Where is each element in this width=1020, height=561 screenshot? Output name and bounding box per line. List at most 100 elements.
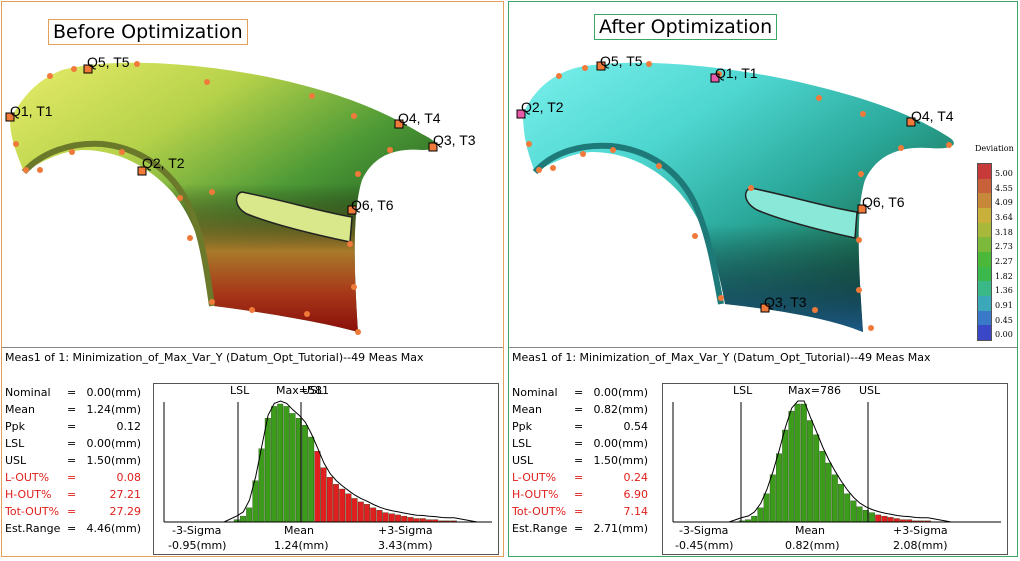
mean-label: Mean — [795, 524, 825, 537]
mean-label: Mean — [284, 524, 314, 537]
legend-swatch — [978, 222, 991, 238]
histogram-bar — [844, 493, 851, 523]
stat-row: Tot-OUT% = 7.14 — [512, 505, 648, 518]
legend-swatch — [978, 325, 991, 341]
histogram-bar — [407, 517, 414, 523]
deviation-color-legend: Deviation 5.00 4.55 4.09 3.64 3.18 2.73 2.27 1.… — [975, 144, 1019, 344]
normal-curve — [223, 400, 478, 523]
stat-row: Tot-OUT% = 27.29 — [5, 505, 141, 518]
legend-label: 2.27 — [995, 257, 1013, 266]
histogram-bar — [364, 504, 370, 523]
histogram-bar — [326, 477, 333, 523]
legend-label: 2.73 — [995, 242, 1013, 252]
stat-row: H-OUT% = 6.90 — [512, 488, 648, 501]
legend-label: 1.36 — [995, 286, 1013, 296]
wheel-arch-edge — [21, 140, 215, 307]
datum-points — [516, 61, 916, 313]
histogram-bar — [413, 518, 420, 523]
wheel-arch-edge — [532, 142, 724, 305]
stat-row: Est.Range = 4.46(mm) — [5, 522, 141, 535]
histogram-bar — [388, 513, 395, 523]
histogram-bar — [370, 507, 377, 523]
stat-row: LSL = 0.00(mm) — [5, 437, 141, 450]
histogram-bar — [757, 507, 764, 523]
fender-vent — [235, 191, 353, 243]
histogram-bar — [308, 436, 315, 523]
datum-label: Q4, T4 — [911, 108, 954, 124]
histogram-bar — [314, 451, 321, 523]
histogram-bar — [819, 451, 826, 523]
histogram-bar — [246, 507, 253, 523]
stat-row: Nominal = 0.00(mm) — [512, 386, 648, 399]
max-label: Max=786 — [788, 384, 841, 397]
histogram-bar — [258, 448, 265, 523]
before-fender-model-view: Q1, T1 Q2, T2 Q4, T4 Q3, T3 Q5, T5 Q6, T… — [5, 54, 476, 335]
lsl-label: LSL — [733, 384, 753, 397]
histogram-bar — [763, 493, 770, 523]
histogram-bar — [345, 493, 352, 523]
measurement-header: Meas1 of 1: Minimization_of_Max_Var_Y (D… — [512, 351, 931, 364]
histogram-chart: LSL Max=786 USL -3-Sigma Mean +3-Sigma -… — [662, 383, 1008, 555]
histogram-bar — [357, 501, 364, 523]
legend-swatch — [978, 178, 991, 194]
histogram-bar — [376, 510, 383, 523]
histogram-bar — [333, 484, 339, 523]
stat-row: LSL = 0.00(mm) — [512, 437, 648, 450]
histogram-bar — [302, 425, 308, 523]
histogram-bar — [800, 403, 807, 523]
histogram-chart: LSL Max=581 USL -3-Sigma Mean +3-Sigma -… — [153, 383, 499, 555]
fender-vent — [744, 187, 858, 239]
after-optimization-panel: Q5, T5 Q1, T1 Q2, T2 Q4, T4 Q6, T6 Q3, T… — [508, 1, 1018, 557]
minus-3-sigma-label: -3-Sigma — [679, 524, 728, 537]
histogram-bar — [264, 418, 271, 523]
histogram-svg: LSL Max=581 USL -3-Sigma Mean +3-Sigma -… — [163, 384, 492, 552]
histogram-bar — [277, 403, 284, 523]
datum-label: Q6, T6 — [862, 194, 905, 210]
usl-label: USL — [859, 384, 881, 397]
histogram-bar — [881, 515, 888, 523]
histogram-bar — [794, 403, 801, 523]
stat-row: L-OUT% = 0.24 — [512, 471, 648, 484]
histogram-bar — [339, 488, 346, 523]
datum-label: Q1, T1 — [10, 103, 53, 119]
histogram-bar — [813, 434, 820, 523]
legend-label: 3.18 — [995, 227, 1013, 237]
legend-label: 5.00 — [995, 169, 1013, 178]
stat-row: Mean = 0.82(mm) — [512, 403, 648, 416]
histogram-bar — [382, 512, 389, 523]
histogram-bar — [788, 410, 795, 523]
plus-3-sigma-label: +3-Sigma — [893, 524, 948, 537]
histogram-svg: LSL Max=786 USL -3-Sigma Mean +3-Sigma -… — [672, 384, 1001, 552]
legend-label: 0.00 — [995, 330, 1013, 340]
histogram-bar — [283, 406, 290, 523]
histogram-bar — [875, 514, 882, 523]
legend-swatch — [978, 296, 991, 312]
histogram-bar — [395, 514, 401, 523]
histogram-bar — [893, 518, 900, 523]
histogram-bar — [751, 515, 758, 523]
plus-3-sigma-value: 3.43(mm) — [378, 539, 433, 552]
minus-3-sigma-value: -0.95(mm) — [168, 539, 226, 552]
histogram-bar — [807, 420, 813, 523]
histogram-bar — [838, 484, 844, 523]
stat-row: L-OUT% = 0.08 — [5, 471, 141, 484]
datum-label: Q4, T4 — [398, 110, 441, 126]
histogram-bar — [320, 467, 327, 523]
stat-row: Est.Range = 2.71(mm) — [512, 522, 648, 535]
legend-swatch — [978, 208, 991, 224]
panel-title: After Optimization — [594, 14, 778, 40]
measurement-header: Meas1 of 1: Minimization_of_Max_Var_Y (D… — [5, 351, 424, 364]
legend-color-bar — [977, 163, 992, 341]
histogram-bar — [769, 474, 776, 523]
datum-points — [5, 64, 438, 215]
histogram-bar — [240, 515, 246, 523]
stat-row: USL = 1.50(mm) — [5, 454, 141, 467]
stat-row: Mean = 1.24(mm) — [5, 403, 141, 416]
stat-row: Ppk = 0.54 — [512, 420, 648, 433]
datum-label: Q1, T1 — [715, 65, 758, 81]
histogram-bar — [401, 515, 408, 523]
histogram-bar — [271, 406, 277, 523]
legend-swatch — [978, 252, 991, 268]
mean-value: 0.82(mm) — [785, 539, 840, 552]
before-optimization-panel: Q1, T1 Q2, T2 Q4, T4 Q3, T3 Q5, T5 Q6, T… — [1, 1, 504, 557]
